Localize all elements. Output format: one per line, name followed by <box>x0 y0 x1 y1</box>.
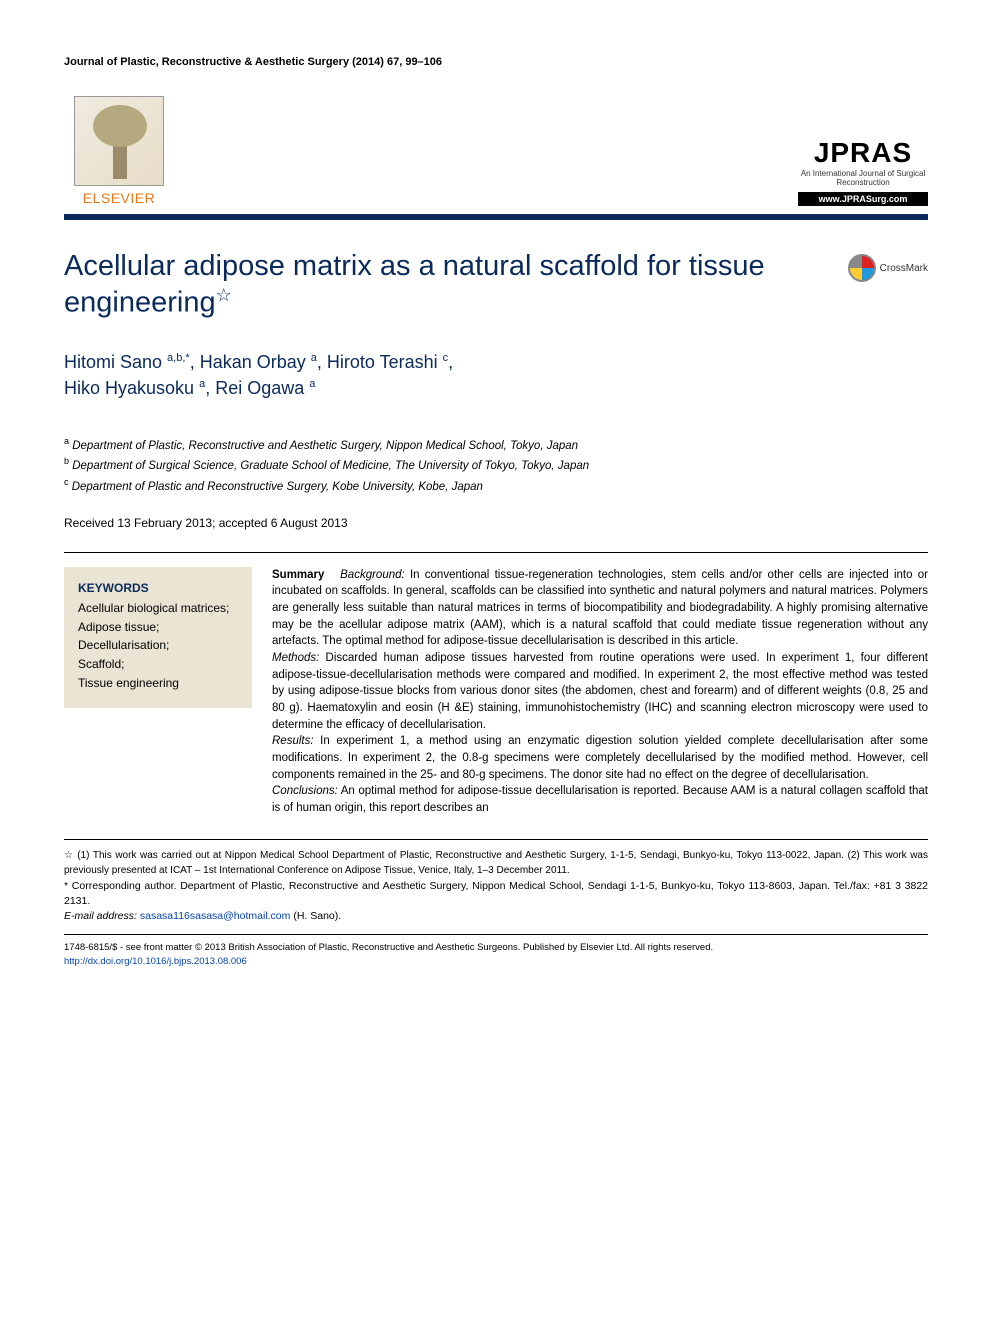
author-5-aff: a <box>309 378 315 390</box>
results-label: Results: <box>272 735 314 747</box>
footnote-corresponding: * Corresponding author. Department of Pl… <box>64 879 928 909</box>
keyword-item: Scaffold; <box>78 655 238 674</box>
title-note-marker: ☆ <box>216 285 232 305</box>
copyright-block: 1748-6815/$ - see front matter © 2013 Br… <box>64 934 928 968</box>
affiliation-c-text: Department of Plastic and Reconstructive… <box>72 480 483 492</box>
keywords-box: KEYWORDS Acellular biological matrices; … <box>64 567 252 709</box>
affiliation-b-text: Department of Surgical Science, Graduate… <box>72 460 589 472</box>
affiliation-a-text: Department of Plastic, Reconstructive an… <box>72 440 578 452</box>
keywords-abstract-row: KEYWORDS Acellular biological matrices; … <box>64 567 928 817</box>
affiliation-c: c Department of Plastic and Reconstructi… <box>64 476 928 496</box>
keyword-item: Tissue engineering <box>78 674 238 693</box>
header-bar: ELSEVIER JPRAS An International Journal … <box>64 86 928 220</box>
author-1-aff: a,b,* <box>167 352 190 364</box>
page-root: Journal of Plastic, Reconstructive & Aes… <box>0 0 992 1008</box>
author-1: Hitomi Sano <box>64 352 167 372</box>
affiliation-a: a Department of Plastic, Reconstructive … <box>64 435 928 455</box>
copyright-line: 1748-6815/$ - see front matter © 2013 Br… <box>64 941 928 954</box>
author-4: Hiko Hyakusoku <box>64 378 199 398</box>
sep: , Hiroto Terashi <box>317 352 443 372</box>
article-title: Acellular adipose matrix as a natural sc… <box>64 248 848 321</box>
running-head: Journal of Plastic, Reconstructive & Aes… <box>64 56 928 68</box>
methods-text: Discarded human adipose tissues harveste… <box>272 652 928 731</box>
affiliations-block: a Department of Plastic, Reconstructive … <box>64 435 928 495</box>
crossmark-label: CrossMark <box>880 263 928 274</box>
keyword-item: Decellularisation; <box>78 636 238 655</box>
email-tail: (H. Sano). <box>290 910 341 922</box>
journal-url[interactable]: www.JPRASurg.com <box>798 192 928 206</box>
journal-subtitle: An International Journal of Surgical Rec… <box>798 169 928 188</box>
sep: , Rei Ogawa <box>205 378 309 398</box>
keyword-item: Acellular biological matrices; <box>78 599 238 618</box>
crossmark-widget[interactable]: CrossMark <box>848 254 928 282</box>
elsevier-logo: ELSEVIER <box>64 86 174 206</box>
footnote-work: ☆ (1) This work was carried out at Nippo… <box>64 848 928 879</box>
affiliation-b: b Department of Surgical Science, Gradua… <box>64 455 928 475</box>
abstract-block: Summary Background: In conventional tiss… <box>272 567 928 817</box>
email-label: E-mail address: <box>64 910 140 922</box>
summary-label: Summary <box>272 569 324 581</box>
title-row: Acellular adipose matrix as a natural sc… <box>64 248 928 321</box>
journal-abbrev: JPRAS <box>798 139 928 167</box>
title-text: Acellular adipose matrix as a natural sc… <box>64 250 765 319</box>
background-label: Background: <box>340 569 405 581</box>
methods-label: Methods: <box>272 652 319 664</box>
elsevier-wordmark: ELSEVIER <box>83 190 155 206</box>
keywords-heading: KEYWORDS <box>78 579 238 598</box>
footnote-email: E-mail address: sasasa116sasasa@hotmail.… <box>64 909 928 924</box>
journal-logo: JPRAS An International Journal of Surgic… <box>798 139 928 206</box>
sep: , Hakan Orbay <box>190 352 311 372</box>
conclusions-label: Conclusions: <box>272 785 338 797</box>
article-dates: Received 13 February 2013; accepted 6 Au… <box>64 516 928 530</box>
footnotes-block: ☆ (1) This work was carried out at Nippo… <box>64 839 928 925</box>
results-text: In experiment 1, a method using an enzym… <box>272 735 928 780</box>
divider <box>64 552 928 553</box>
doi-link[interactable]: http://dx.doi.org/10.1016/j.bjps.2013.08… <box>64 956 247 967</box>
keyword-item: Adipose tissue; <box>78 618 238 637</box>
email-link[interactable]: sasasa116sasasa@hotmail.com <box>140 910 291 922</box>
elsevier-tree-icon <box>74 96 164 186</box>
sep: , <box>448 352 453 372</box>
footnote-star-text: ☆ (1) This work was carried out at Nippo… <box>64 850 928 877</box>
authors-block: Hitomi Sano a,b,*, Hakan Orbay a, Hiroto… <box>64 349 928 401</box>
crossmark-icon <box>848 254 876 282</box>
conclusions-text: An optimal method for adipose-tissue dec… <box>272 785 928 814</box>
